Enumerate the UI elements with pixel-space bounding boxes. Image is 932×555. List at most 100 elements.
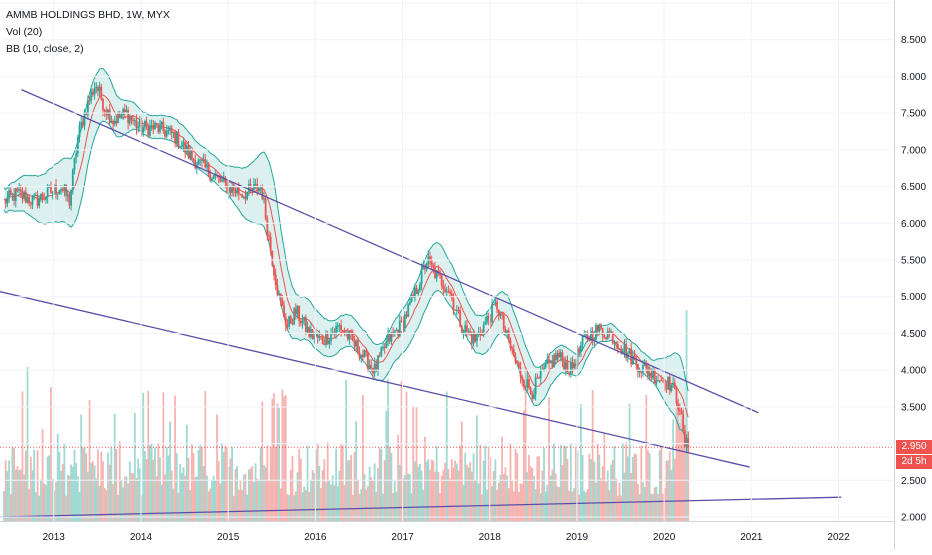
volume-bar [608, 490, 611, 521]
candle-body [281, 300, 284, 306]
volume-bar [360, 489, 363, 521]
candle-body [323, 344, 326, 346]
bollinger-indicator-label[interactable]: BB (10, close, 2) [6, 43, 84, 55]
candle-body [574, 363, 577, 367]
candle-body [190, 150, 193, 159]
volume-bar [90, 462, 93, 521]
volume-bar [402, 478, 405, 521]
volume-bar [655, 486, 658, 521]
candle-body [214, 174, 217, 176]
volume-bar [383, 460, 386, 521]
candle-body [55, 184, 57, 195]
candle-body [125, 110, 128, 113]
candle-body [413, 287, 416, 298]
candle-body [219, 177, 222, 182]
volume-bar [216, 414, 218, 521]
volume-bar [529, 466, 532, 521]
volume-bar [229, 458, 232, 521]
candle-body [150, 125, 153, 127]
volume-bar [621, 442, 624, 521]
candle-body [390, 332, 393, 342]
lower-trendline[interactable] [0, 290, 750, 468]
volume-bar [544, 491, 547, 521]
candle-body [80, 121, 83, 126]
candle-body [462, 331, 465, 334]
candle-body [103, 110, 106, 112]
volume-bar [467, 467, 470, 521]
candle-body [117, 112, 119, 124]
trendlines-layer[interactable] [0, 89, 842, 518]
candle-body [398, 320, 401, 336]
volume-bar [546, 485, 549, 521]
candle-body [618, 348, 621, 350]
candle-body [246, 191, 249, 200]
candle-body [13, 193, 16, 201]
candle-body [365, 350, 368, 352]
volume-bar [83, 447, 86, 521]
volume-bar [92, 461, 94, 521]
volume-bar [204, 390, 207, 521]
volume-bar [465, 464, 468, 521]
volume-bar [63, 444, 66, 521]
candle-body [51, 192, 54, 194]
volume-bar [417, 466, 420, 521]
candle-body [637, 364, 639, 373]
candle-body [174, 131, 176, 144]
volume-bar [336, 486, 339, 521]
volume-bar [263, 464, 265, 521]
volume-trendline[interactable] [0, 496, 842, 518]
candle-body [92, 91, 94, 95]
candle-body [149, 125, 151, 136]
volume-indicator-label[interactable]: Vol (20) [6, 26, 43, 38]
volume-bar [512, 491, 515, 521]
volume-bar [28, 489, 31, 521]
volume-bar [576, 450, 579, 521]
volume-bar [330, 484, 332, 521]
volume-bar [367, 486, 369, 521]
volume-bar [18, 470, 21, 521]
candle-body [373, 363, 376, 374]
volume-bar [348, 459, 351, 521]
volume-bar [350, 454, 353, 521]
symbol-title[interactable]: AMMB HOLDINGS BHD, 1W, MYX [6, 9, 170, 21]
candle-body [343, 330, 346, 334]
volume-bar [266, 445, 269, 521]
candle-body [242, 196, 245, 198]
x-tick-label: 2018 [479, 532, 502, 543]
candle-body [682, 414, 685, 431]
candle-body [120, 115, 123, 118]
candle-body [247, 184, 250, 192]
volume-bar [424, 436, 426, 521]
volume-bar [268, 480, 270, 521]
candle-body [509, 340, 512, 348]
volume-bar [412, 406, 415, 521]
volume-bar [197, 449, 200, 521]
candle-body [482, 324, 485, 336]
candle-body [606, 331, 609, 340]
candle-body [175, 131, 178, 144]
volume-bar [227, 466, 230, 521]
volume-bar [273, 393, 275, 521]
volume-bar [291, 455, 294, 521]
candle-body [241, 194, 244, 198]
volume-bar [288, 495, 291, 521]
volume-bar [605, 481, 607, 521]
volume-bar [425, 461, 428, 521]
candle-body [43, 198, 46, 200]
volume-bar [105, 490, 108, 521]
volume-bar [462, 484, 465, 521]
volume-bar [427, 458, 430, 521]
candle-body [271, 251, 274, 266]
volume-bar [294, 491, 297, 521]
volume-bar [551, 469, 554, 521]
volume-bar [571, 491, 574, 521]
volume-bar [149, 445, 151, 521]
volume-bar [162, 392, 165, 521]
volume-bar [606, 470, 609, 521]
candle-body [370, 365, 373, 368]
volume-bar [372, 480, 374, 521]
candle-body [340, 325, 343, 331]
chart-legend: AMMB HOLDINGS BHD, 1W, MYX Vol (20) BB (… [6, 7, 170, 58]
upper-trendline[interactable] [21, 89, 759, 414]
